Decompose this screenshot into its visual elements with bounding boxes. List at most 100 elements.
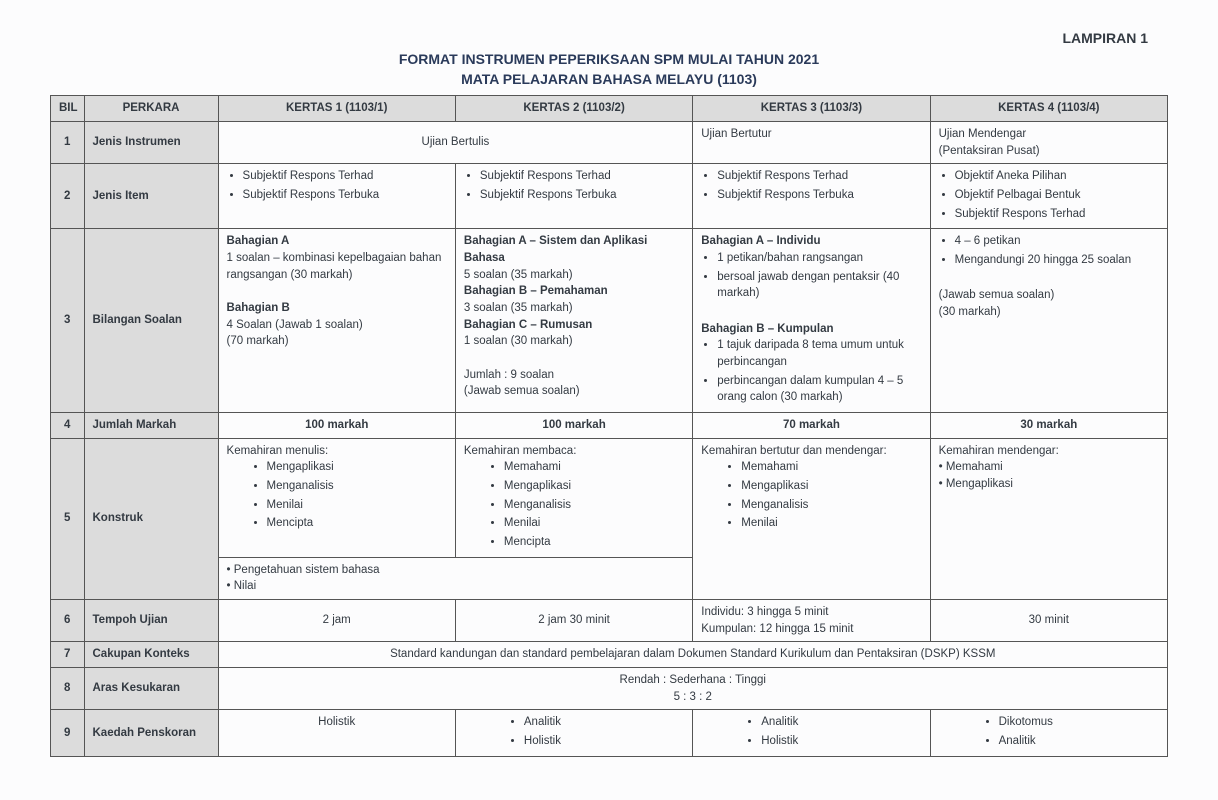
- doc-title-line2: MATA PELAJARAN BAHASA MELAYU (1103): [50, 70, 1168, 90]
- r8-bil: 8: [51, 668, 85, 710]
- r5-bil: 5: [51, 438, 85, 599]
- r5-k2: Kemahiran membaca: Memahami Mengaplikasi…: [455, 438, 692, 557]
- r9-k4-2: Analitik: [999, 733, 1159, 750]
- r9-bil: 9: [51, 710, 85, 756]
- r5-k2-3: Menganalisis: [504, 497, 684, 514]
- r7-all: Standard kandungan dan standard pembelaj…: [218, 642, 1167, 668]
- r5-k1-2: Menganalisis: [267, 478, 447, 495]
- r3-k3-secB-1: 1 tajuk daripada 8 tema umum untuk perbi…: [717, 337, 921, 370]
- r9-k4-1: Dikotomus: [999, 714, 1159, 731]
- r3-k2-total: Jumlah : 9 soalan: [464, 369, 554, 381]
- r3-k4-1: 4 – 6 petikan: [955, 233, 1159, 250]
- r2-k2: Subjektif Respons Terhad Subjektif Respo…: [455, 164, 692, 229]
- r5-k2-4: Menilai: [504, 515, 684, 532]
- r5-k2-2: Mengaplikasi: [504, 478, 684, 495]
- th-k1: KERTAS 1 (1103/1): [218, 96, 455, 122]
- r5-k4: Kemahiran mendengar: • Memahami • Mengap…: [930, 438, 1167, 599]
- r6-bil: 6: [51, 599, 85, 641]
- r2-k1b: Subjektif Respons Terbuka: [243, 187, 447, 204]
- r3-k2-secB-1: 3 soalan (35 markah): [464, 302, 573, 314]
- r3-k2-secA-1: 5 soalan (35 markah): [464, 269, 573, 281]
- r9-k3-2: Holistik: [761, 733, 921, 750]
- format-table: BIL PERKARA KERTAS 1 (1103/1) KERTAS 2 (…: [50, 95, 1168, 757]
- header-row: BIL PERKARA KERTAS 1 (1103/1) KERTAS 2 (…: [51, 96, 1168, 122]
- r3-k3-secA-2: bersoal jawab dengan pentaksir (40 marka…: [717, 269, 921, 302]
- r2-perkara: Jenis Item: [84, 164, 218, 229]
- r9-k2-2: Holistik: [524, 733, 684, 750]
- r3-k1-secA-1: 1 soalan – kombinasi kepelbagaian bahan …: [227, 252, 442, 281]
- r5-sub2: • Nilai: [227, 580, 257, 592]
- r3-k1-secB-2: (70 markah): [227, 335, 289, 347]
- r5-k3-4: Menilai: [741, 515, 921, 532]
- r5-k3-1: Memahami: [741, 459, 921, 476]
- r2-k2b: Subjektif Respons Terbuka: [480, 187, 684, 204]
- th-perkara: PERKARA: [84, 96, 218, 122]
- r4-k2: 100 markah: [455, 412, 692, 438]
- r5-k2-1: Memahami: [504, 459, 684, 476]
- r5-k3-t: Kemahiran bertutur dan mendengar:: [701, 445, 886, 457]
- row-8: 8 Aras Kesukaran Rendah : Sederhana : Ti…: [51, 668, 1168, 710]
- r6-k4: 30 minit: [930, 599, 1167, 641]
- r3-k3-secA-1: 1 petikan/bahan rangsangan: [717, 250, 921, 267]
- r7-perkara: Cakupan Konteks: [84, 642, 218, 668]
- r9-perkara: Kaedah Penskoran: [84, 710, 218, 756]
- r9-k4: Dikotomus Analitik: [930, 710, 1167, 756]
- r2-k3: Subjektif Respons Terhad Subjektif Respo…: [693, 164, 930, 229]
- appendix-label: LAMPIRAN 1: [50, 30, 1168, 46]
- r5-k1-t: Kemahiran menulis:: [227, 445, 329, 457]
- row-2: 2 Jenis Item Subjektif Respons Terhad Su…: [51, 164, 1168, 229]
- r2-k4: Objektif Aneka Pilihan Objektif Pelbagai…: [930, 164, 1167, 229]
- r1-k4b: (Pentaksiran Pusat): [939, 145, 1040, 157]
- r8-line1: Rendah : Sederhana : Tinggi: [620, 674, 766, 686]
- r9-k3: Analitik Holistik: [693, 710, 930, 756]
- r5-k1-4: Mencipta: [267, 515, 447, 532]
- r4-k3: 70 markah: [693, 412, 930, 438]
- r5-k3-2: Mengaplikasi: [741, 478, 921, 495]
- r3-k2-secA-t: Bahagian A – Sistem dan Aplikasi Bahasa: [464, 235, 647, 264]
- r4-bil: 4: [51, 412, 85, 438]
- r9-k1: Holistik: [218, 710, 455, 756]
- r1-perkara: Jenis Instrumen: [84, 121, 218, 163]
- row-4: 4 Jumlah Markah 100 markah 100 markah 70…: [51, 412, 1168, 438]
- r3-k3: Bahagian A – Individu 1 petikan/bahan ra…: [693, 229, 930, 413]
- r3-k3-secB-t: Bahagian B – Kumpulan: [701, 323, 833, 335]
- r5-k1: Kemahiran menulis: Mengaplikasi Menganal…: [218, 438, 455, 557]
- r5-k2-t: Kemahiran membaca:: [464, 445, 577, 457]
- r9-k3-1: Analitik: [761, 714, 921, 731]
- r7-bil: 7: [51, 642, 85, 668]
- r2-k3a: Subjektif Respons Terhad: [717, 168, 921, 185]
- r5-k4-1: Memahami: [946, 461, 1003, 473]
- r6-k3b: Kumpulan: 12 hingga 15 minit: [701, 623, 853, 635]
- r4-perkara: Jumlah Markah: [84, 412, 218, 438]
- r5-k3-3: Menganalisis: [741, 497, 921, 514]
- r5-k4-t: Kemahiran mendengar:: [939, 445, 1059, 457]
- r5-k1-1: Mengaplikasi: [267, 459, 447, 476]
- th-bil: BIL: [51, 96, 85, 122]
- r5-k3: Kemahiran bertutur dan mendengar: Memaha…: [693, 438, 930, 599]
- r2-k4b: Objektif Pelbagai Bentuk: [955, 187, 1159, 204]
- r2-bil: 2: [51, 164, 85, 229]
- r1-k4: Ujian Mendengar (Pentaksiran Pusat): [930, 121, 1167, 163]
- doc-title-line1: FORMAT INSTRUMEN PEPERIKSAAN SPM MULAI T…: [50, 50, 1168, 70]
- r4-k1: 100 markah: [218, 412, 455, 438]
- th-k3: KERTAS 3 (1103/3): [693, 96, 930, 122]
- r8-line2: 5 : 3 : 2: [674, 691, 712, 703]
- r1-k4a: Ujian Mendengar: [939, 128, 1027, 140]
- r2-k1a: Subjektif Respons Terhad: [243, 168, 447, 185]
- r8-perkara: Aras Kesukaran: [84, 668, 218, 710]
- r3-k3-secA-t: Bahagian A – Individu: [701, 235, 820, 247]
- r1-bil: 1: [51, 121, 85, 163]
- r5-sub: • Pengetahuan sistem bahasa • Nilai: [218, 557, 693, 599]
- r3-k1-secA-t: Bahagian A: [227, 235, 290, 247]
- r3-k2-secC-t: Bahagian C – Rumusan: [464, 319, 592, 331]
- row-7: 7 Cakupan Konteks Standard kandungan dan…: [51, 642, 1168, 668]
- r3-bil: 3: [51, 229, 85, 413]
- r5-k4-2: Mengaplikasi: [946, 478, 1013, 490]
- r9-k2-1: Analitik: [524, 714, 684, 731]
- r4-k4: 30 markah: [930, 412, 1167, 438]
- r6-k2: 2 jam 30 minit: [455, 599, 692, 641]
- r3-k4-note: (Jawab semua soalan): [939, 289, 1055, 301]
- r2-k4a: Objektif Aneka Pilihan: [955, 168, 1159, 185]
- r2-k1: Subjektif Respons Terhad Subjektif Respo…: [218, 164, 455, 229]
- r6-perkara: Tempoh Ujian: [84, 599, 218, 641]
